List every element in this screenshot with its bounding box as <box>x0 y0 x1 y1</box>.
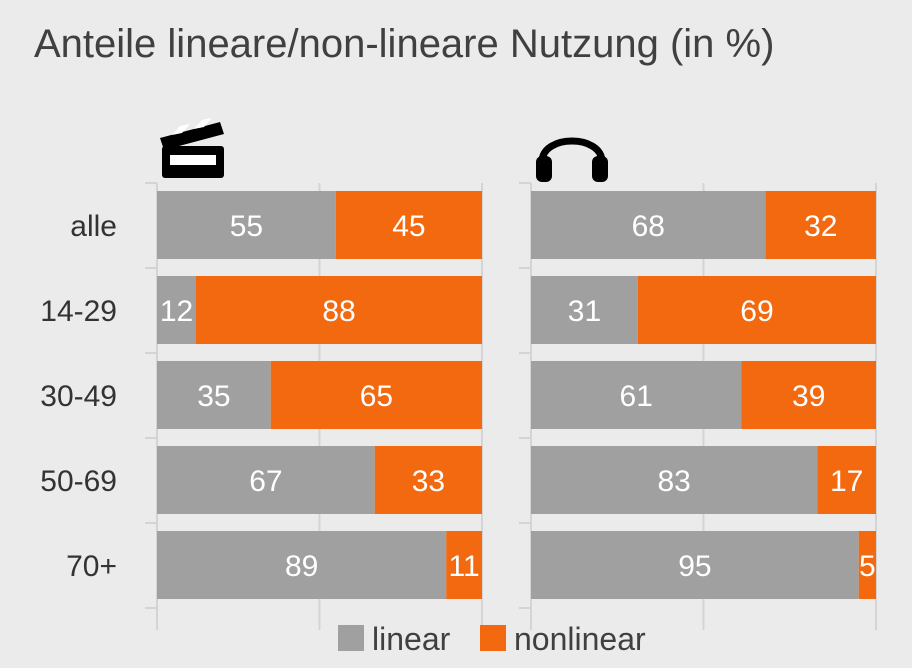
bar-label-p1-linear-2: 61 <box>620 380 653 413</box>
category-label-2: 30-49 <box>40 380 117 413</box>
bar-label-p0-nonlinear-4: 11 <box>449 550 480 583</box>
bar-label-p0-linear-4: 89 <box>285 550 318 583</box>
bar-p1-nonlinear-2 <box>741 361 876 429</box>
bar-label-p0-nonlinear-1: 88 <box>322 295 355 328</box>
bars-layer <box>157 191 876 599</box>
bar-p0-linear-3 <box>157 446 375 514</box>
bar-p0-linear-4 <box>157 531 447 599</box>
category-label-4: 70+ <box>66 550 117 583</box>
bar-label-p0-nonlinear-3: 33 <box>412 465 445 498</box>
bar-p0-nonlinear-2 <box>270 361 482 429</box>
bar-label-p1-nonlinear-4: 5 <box>859 550 876 583</box>
category-label-3: 50-69 <box>40 465 117 498</box>
bar-label-p1-linear-4: 95 <box>678 550 711 583</box>
bar-label-p1-linear-0: 68 <box>632 210 665 243</box>
bar-p1-linear-4 <box>531 531 859 599</box>
bar-p0-linear-2 <box>157 361 271 429</box>
bar-p0-linear-1 <box>157 276 196 344</box>
category-labels: alle 14-29 30-49 50-69 70+ <box>40 210 117 583</box>
bar-p0-linear-0 <box>157 191 336 259</box>
legend: linear nonlinear <box>338 621 646 657</box>
category-label-1: 14-29 <box>40 295 117 328</box>
bar-p1-nonlinear-4 <box>858 531 876 599</box>
bar-p1-linear-3 <box>531 446 818 514</box>
bar-label-p0-linear-3: 67 <box>249 465 282 498</box>
chart-title: Anteile lineare/non-lineare Nutzung (in … <box>34 22 775 66</box>
bar-label-p0-nonlinear-2: 65 <box>360 380 393 413</box>
bar-p1-nonlinear-1 <box>637 276 876 344</box>
bar-label-p1-linear-3: 83 <box>657 465 690 498</box>
film-clapperboard-icon <box>160 118 224 178</box>
bar-p1-nonlinear-0 <box>765 191 876 259</box>
category-label-0: alle <box>70 210 117 243</box>
headphones-icon <box>536 137 608 182</box>
bar-label-p0-linear-0: 55 <box>230 210 263 243</box>
legend-label-nonlinear: nonlinear <box>514 621 646 657</box>
bar-label-p1-nonlinear-3: 17 <box>830 465 863 498</box>
bar-label-p1-linear-1: 31 <box>568 295 601 328</box>
bar-label-p1-nonlinear-1: 69 <box>740 295 773 328</box>
bar-p0-nonlinear-4 <box>446 531 482 599</box>
legend-swatch-nonlinear <box>480 625 506 651</box>
bar-p0-nonlinear-3 <box>374 446 482 514</box>
legend-swatch-linear <box>338 625 364 651</box>
bar-label-p0-linear-2: 35 <box>197 380 230 413</box>
bar-p1-linear-2 <box>531 361 742 429</box>
bar-label-p0-linear-1: 12 <box>160 295 193 328</box>
data-labels: 55 45 12 88 35 65 67 33 89 11 68 32 31 69 61 39 83 17 95 5 <box>160 210 876 583</box>
bar-label-p1-nonlinear-2: 39 <box>792 380 825 413</box>
bar-p0-nonlinear-1 <box>196 276 482 344</box>
legend-label-linear: linear <box>372 621 451 657</box>
bar-label-p1-nonlinear-0: 32 <box>804 210 837 243</box>
bar-p1-linear-0 <box>531 191 766 259</box>
bar-label-p0-nonlinear-0: 45 <box>392 210 425 243</box>
bar-p1-nonlinear-3 <box>817 446 876 514</box>
bar-p0-nonlinear-0 <box>335 191 482 259</box>
bar-p1-linear-1 <box>531 276 638 344</box>
